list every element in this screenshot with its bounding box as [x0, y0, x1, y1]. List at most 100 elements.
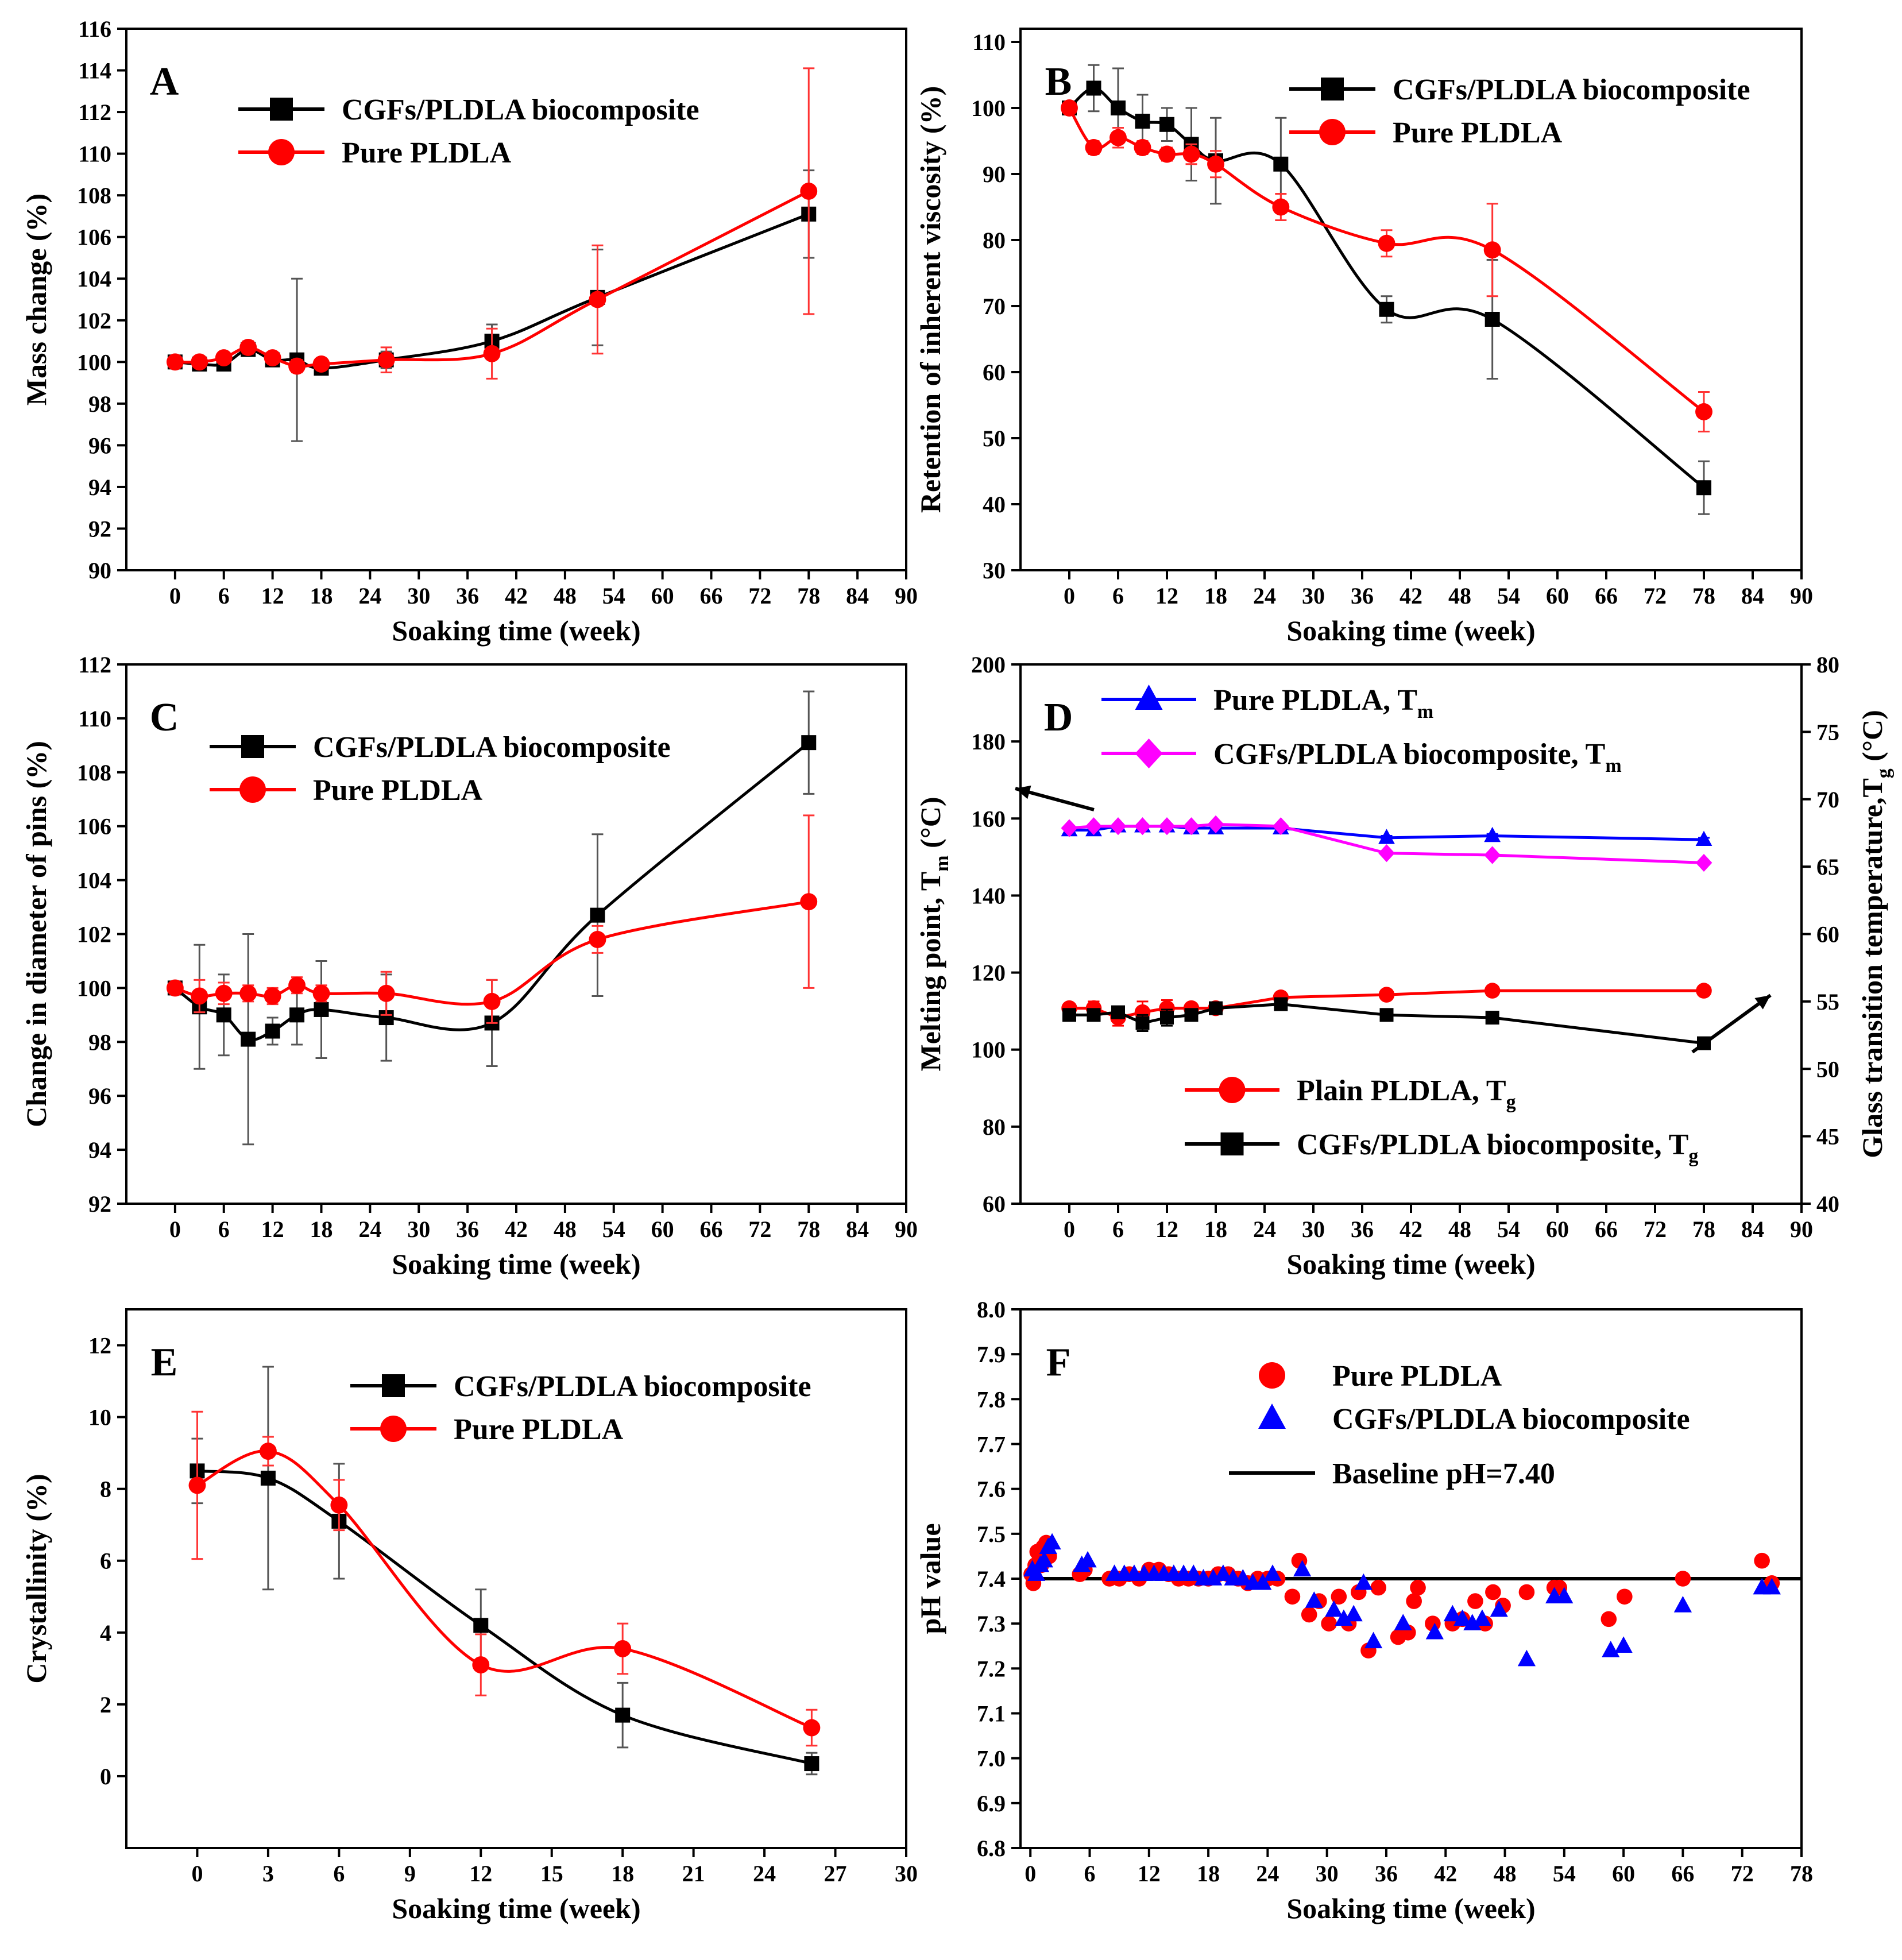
y-tick-label: 50 — [983, 426, 1006, 451]
y-tick-label: 140 — [971, 883, 1006, 909]
data-point — [1490, 1600, 1508, 1617]
y-tick-label: 60 — [983, 359, 1006, 385]
x-tick-label: 36 — [456, 1216, 479, 1242]
y-axis-label-unit: (°C) — [914, 797, 946, 856]
data-point — [1485, 312, 1500, 327]
y-tick-label: 7.8 — [977, 1386, 1006, 1412]
x-tick-label: 0 — [1064, 1216, 1075, 1242]
data-point — [1484, 846, 1501, 864]
data-point — [1061, 819, 1078, 837]
x-tick-label: 18 — [611, 1861, 634, 1886]
data-point — [589, 291, 606, 308]
data-point — [1467, 1593, 1483, 1609]
data-point — [800, 182, 818, 200]
data-point — [473, 1618, 489, 1633]
data-point — [1301, 1606, 1317, 1623]
legend-label-subscript: m — [1417, 701, 1433, 722]
data-point — [1110, 129, 1127, 146]
panel-b: 0 6 12 18 24 30 36 42 48 54 60 66 72 78 84 90 30 40 50 60 70… — [914, 28, 1813, 647]
data-point — [472, 1656, 490, 1674]
x-tick-label: 48 — [1448, 1216, 1471, 1242]
y-axis-label: pH value — [914, 1523, 946, 1634]
data-point — [804, 1756, 819, 1772]
data-point — [483, 345, 501, 362]
data-point — [289, 1007, 305, 1023]
panel-letter: C — [150, 695, 179, 740]
legend-marker — [1219, 1077, 1246, 1103]
legend-label: Plain PLDLA, Tg — [1297, 1074, 1516, 1113]
y-axis-label-subscript: m — [931, 855, 953, 871]
x-tick-label: 30 — [1302, 583, 1325, 609]
legend-marker — [1135, 685, 1163, 710]
y-tick-label: 6.9 — [977, 1791, 1006, 1816]
y-axis-label: Retention of inherent viscosity (%) — [914, 86, 946, 513]
data-point — [1085, 817, 1102, 836]
y-tick-label: 98 — [88, 1029, 111, 1055]
x-tick-label: 36 — [456, 583, 479, 609]
data-point — [1555, 1587, 1574, 1603]
legend-marker — [1319, 119, 1346, 145]
x-tick-label: 21 — [682, 1861, 705, 1886]
x-tick-label: 24 — [1253, 1216, 1276, 1242]
y-tick-label: 200 — [971, 652, 1006, 678]
data-point — [1110, 817, 1127, 836]
legend-label: Baseline pH=7.40 — [1332, 1458, 1555, 1490]
data-point — [615, 1707, 631, 1723]
data-point — [1272, 198, 1290, 216]
x-tick-label: 54 — [1553, 1861, 1576, 1886]
y-tick-label: 94 — [88, 1137, 111, 1163]
data-point — [1062, 1008, 1076, 1022]
data-point — [1305, 1591, 1323, 1608]
x-tick-label: 24 — [358, 583, 381, 609]
y-axis-label: Change in diameter of pins (%) — [20, 741, 52, 1127]
data-point — [1425, 1622, 1444, 1640]
data-point — [590, 907, 605, 923]
y-right-axis-label: Glass transition temperature,Tg (°C) — [1856, 710, 1895, 1158]
x-tick-label: 12 — [469, 1861, 492, 1886]
legend-marker — [241, 735, 264, 758]
x-tick-label: 0 — [169, 1216, 181, 1242]
y-tick-label: 100 — [971, 95, 1006, 121]
plot-frame — [125, 1308, 907, 1849]
data-point — [314, 1002, 329, 1017]
data-point — [188, 1476, 206, 1494]
legend-label: Pure PLDLA, Tm — [1213, 684, 1433, 722]
x-tick-label: 42 — [1434, 1861, 1457, 1886]
data-point — [1483, 241, 1501, 259]
data-point — [1518, 1584, 1535, 1601]
y-right-tick-label: 60 — [1816, 922, 1839, 948]
y-tick-label: 10 — [88, 1405, 111, 1431]
x-tick-label: 66 — [1671, 1861, 1694, 1886]
data-point — [1134, 817, 1151, 836]
legend-label: CGFs/PLDLA biocomposite — [1393, 74, 1750, 106]
data-point — [589, 930, 606, 948]
y-tick-label: 40 — [983, 492, 1006, 517]
axis-arrow — [1691, 993, 1772, 1054]
y-tick-label: 100 — [77, 349, 111, 375]
x-tick-label: 24 — [1253, 583, 1276, 609]
y-tick-label: 110 — [972, 29, 1006, 55]
panel-letter: F — [1046, 1340, 1071, 1385]
data-point — [801, 735, 817, 751]
x-tick-label: 18 — [310, 583, 333, 609]
legend-label: CGFs/PLDLA biocomposite — [342, 94, 699, 126]
legend-marker — [1135, 739, 1163, 768]
x-tick-label: 0 — [1064, 583, 1075, 609]
legend: CGFs/PLDLA biocomposite Pure PLDLA — [350, 1370, 811, 1446]
data-point — [1695, 853, 1712, 872]
y-right-tick-label: 75 — [1816, 719, 1839, 745]
y-tick-label: 114 — [78, 58, 111, 84]
y-right-tick-label: 40 — [1816, 1191, 1839, 1217]
y-tick-label: 116 — [78, 16, 111, 42]
legend-marker — [268, 139, 295, 165]
data-point — [377, 351, 395, 369]
legend-marker — [382, 1374, 405, 1397]
x-tick-label: 90 — [1790, 583, 1813, 609]
data-point — [800, 893, 818, 911]
data-point — [1463, 1614, 1482, 1630]
data-point — [265, 1023, 280, 1039]
data-point — [1484, 983, 1501, 999]
legend-marker — [270, 98, 293, 121]
x-tick-label: 12 — [1155, 583, 1178, 609]
data-point — [241, 1031, 256, 1047]
